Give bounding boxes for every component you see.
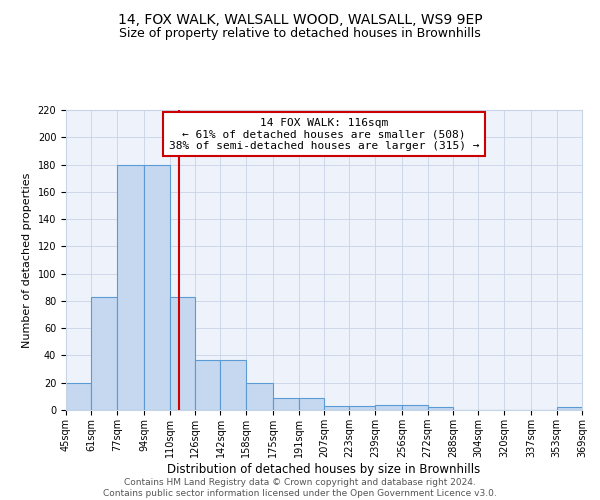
- Bar: [299, 398, 324, 410]
- Bar: [557, 408, 582, 410]
- Bar: [91, 297, 117, 410]
- Bar: [246, 382, 273, 410]
- Bar: [144, 164, 170, 410]
- Text: 14 FOX WALK: 116sqm
← 61% of detached houses are smaller (508)
38% of semi-detac: 14 FOX WALK: 116sqm ← 61% of detached ho…: [169, 118, 479, 150]
- Bar: [170, 297, 195, 410]
- Text: Size of property relative to detached houses in Brownhills: Size of property relative to detached ho…: [119, 28, 481, 40]
- Bar: [324, 406, 349, 410]
- X-axis label: Distribution of detached houses by size in Brownhills: Distribution of detached houses by size …: [167, 462, 481, 475]
- Bar: [349, 406, 375, 410]
- Text: Contains HM Land Registry data © Crown copyright and database right 2024.
Contai: Contains HM Land Registry data © Crown c…: [103, 478, 497, 498]
- Y-axis label: Number of detached properties: Number of detached properties: [22, 172, 32, 348]
- Bar: [428, 408, 453, 410]
- Bar: [195, 360, 220, 410]
- Text: 14, FOX WALK, WALSALL WOOD, WALSALL, WS9 9EP: 14, FOX WALK, WALSALL WOOD, WALSALL, WS9…: [118, 12, 482, 26]
- Bar: [66, 382, 91, 410]
- Bar: [117, 164, 144, 410]
- Bar: [402, 404, 428, 410]
- Bar: [220, 360, 246, 410]
- Bar: [375, 404, 402, 410]
- Bar: [273, 398, 299, 410]
